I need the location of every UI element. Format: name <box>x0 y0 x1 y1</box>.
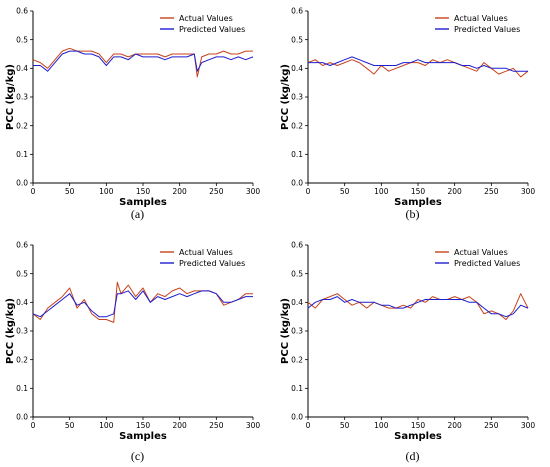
legend-label: Predicted Values <box>179 259 245 268</box>
y-tick-label: 0.5 <box>16 35 28 44</box>
x-tick-label: 200 <box>173 187 188 196</box>
legend-label: Actual Values <box>179 248 233 257</box>
caption-b: (b) <box>405 207 420 221</box>
y-tick-label: 0.6 <box>291 7 303 16</box>
y-tick-label: 0.0 <box>16 179 28 188</box>
x-tick-label: 200 <box>448 421 463 430</box>
caption-a: (a) <box>130 207 145 221</box>
y-axis-label: PCC (kg/kg) <box>5 298 16 364</box>
panel-b: 0.0 0.1 0.2 0.3 0.4 0.5 0.6 0 50 100 150 200 250 300 S… <box>275 0 550 233</box>
chart-d: 0.0 0.1 0.2 0.3 0.4 0.5 0.6 0 50 100 150 200 250 300 S… <box>280 241 536 442</box>
legend-label: Predicted Values <box>454 25 520 34</box>
chart-c: 0.0 0.1 0.2 0.3 0.4 0.5 0.6 0 50 100 150 200 250 300 S… <box>5 241 261 442</box>
x-tick-label: 50 <box>340 187 350 196</box>
x-tick-label: 300 <box>246 421 261 430</box>
y-tick-label: 0.1 <box>16 384 28 393</box>
y-tick-label: 0.0 <box>291 413 303 422</box>
x-tick-label: 200 <box>173 421 188 430</box>
chart-a: 0.0 0.1 0.2 0.3 0.4 0.5 0.6 0 50 100 150 200 250 300 S… <box>5 7 261 208</box>
legend-label: Actual Values <box>454 14 508 23</box>
legend-label: Predicted Values <box>179 25 245 34</box>
y-tick-label: 0.4 <box>291 298 303 307</box>
x-tick-label: 100 <box>374 421 389 430</box>
x-tick-label: 250 <box>484 421 499 430</box>
y-tick-label: 0.2 <box>16 355 28 364</box>
y-tick-label: 0.6 <box>16 241 28 250</box>
y-tick-label: 0.2 <box>291 355 303 364</box>
y-tick-label: 0.5 <box>291 269 303 278</box>
x-tick-label: 250 <box>209 421 224 430</box>
x-tick-label: 150 <box>411 187 426 196</box>
y-tick-label: 0.6 <box>291 241 303 250</box>
y-axis-label: PCC (kg/kg) <box>280 64 291 130</box>
x-tick-label: 250 <box>209 187 224 196</box>
y-axis-label: PCC (kg/kg) <box>5 64 16 130</box>
caption-c: (c) <box>130 449 145 463</box>
predicted-series-line <box>308 56 528 72</box>
caption-d: (d) <box>405 449 420 463</box>
panel-c: 0.0 0.1 0.2 0.3 0.4 0.5 0.6 0 50 100 150 200 250 300 S… <box>0 234 275 467</box>
x-tick-label: 0 <box>31 187 36 196</box>
y-tick-label: 0.4 <box>16 64 28 73</box>
x-tick-label: 50 <box>65 187 75 196</box>
x-tick-label: 50 <box>65 421 75 430</box>
x-axis-label: Samples <box>119 431 167 442</box>
x-tick-label: 200 <box>448 187 463 196</box>
x-tick-label: 100 <box>99 421 114 430</box>
x-tick-label: 150 <box>136 187 151 196</box>
predicted-series-line <box>307 296 529 318</box>
x-tick-label: 100 <box>99 187 114 196</box>
actual-series-line <box>32 47 253 78</box>
y-tick-label: 0.2 <box>16 121 28 130</box>
y-tick-label: 0.4 <box>291 64 303 73</box>
y-tick-label: 0.1 <box>291 150 303 159</box>
y-tick-label: 0.5 <box>16 269 28 278</box>
panel-a: 0.0 0.1 0.2 0.3 0.4 0.5 0.6 0 50 100 150 200 250 300 S… <box>0 0 275 233</box>
x-tick-label: 150 <box>136 421 151 430</box>
chart-b: 0.0 0.1 0.2 0.3 0.4 0.5 0.6 0 50 100 150 200 250 300 S… <box>280 7 536 208</box>
x-axis-label: Samples <box>394 197 442 208</box>
predicted-series-line <box>32 290 253 318</box>
legend-label: Predicted Values <box>454 259 520 268</box>
y-tick-label: 0.3 <box>291 93 303 102</box>
y-tick-label: 0.1 <box>16 150 28 159</box>
predicted-series-line <box>33 50 254 72</box>
legend-label: Actual Values <box>179 14 233 23</box>
y-tick-label: 0.0 <box>16 413 28 422</box>
x-tick-label: 300 <box>521 421 536 430</box>
y-tick-label: 0.5 <box>291 35 303 44</box>
y-tick-label: 0.4 <box>16 298 28 307</box>
x-tick-label: 300 <box>521 187 536 196</box>
actual-series-line <box>32 281 253 323</box>
panel-d: 0.0 0.1 0.2 0.3 0.4 0.5 0.6 0 50 100 150 200 250 300 S… <box>275 234 550 467</box>
x-tick-label: 0 <box>306 421 311 430</box>
x-tick-label: 0 <box>306 187 311 196</box>
y-tick-label: 0.2 <box>291 121 303 130</box>
y-axis-label: PCC (kg/kg) <box>280 298 291 364</box>
x-tick-label: 250 <box>484 187 499 196</box>
y-tick-label: 0.1 <box>291 384 303 393</box>
y-tick-label: 0.3 <box>16 93 28 102</box>
x-tick-label: 0 <box>31 421 36 430</box>
x-axis-label: Samples <box>119 197 167 208</box>
y-tick-label: 0.3 <box>16 327 28 336</box>
x-tick-label: 100 <box>374 187 389 196</box>
actual-series-line <box>307 293 529 320</box>
y-tick-label: 0.6 <box>16 7 28 16</box>
y-tick-label: 0.3 <box>291 327 303 336</box>
x-tick-label: 300 <box>246 187 261 196</box>
x-tick-label: 150 <box>411 421 426 430</box>
y-tick-label: 0.0 <box>291 179 303 188</box>
legend-label: Actual Values <box>454 248 508 257</box>
x-axis-label: Samples <box>394 431 442 442</box>
x-tick-label: 50 <box>340 421 350 430</box>
